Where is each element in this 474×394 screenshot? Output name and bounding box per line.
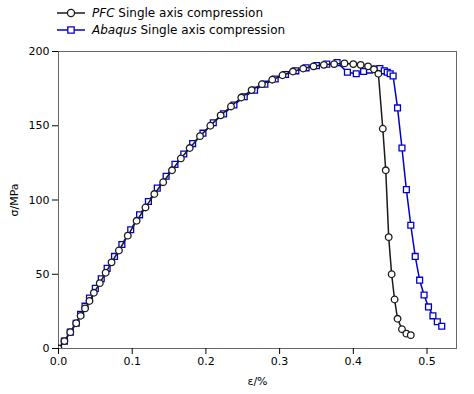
svg-text:0.2: 0.2 — [197, 355, 215, 368]
svg-text:0.1: 0.1 — [123, 355, 141, 368]
svg-text:0.4: 0.4 — [345, 355, 363, 368]
svg-text:σ/MPa: σ/MPa — [8, 183, 21, 216]
svg-text:ε/%: ε/% — [247, 375, 267, 388]
html-text:Abaqus Single axis compression: Abaqus Single axis compression — [92, 23, 286, 37]
svg-text:0.3: 0.3 — [271, 355, 289, 368]
svg-text:50: 50 — [36, 268, 50, 281]
html-text:PFC Single axis compression: PFC Single axis compression — [92, 6, 263, 20]
svg-text:0: 0 — [43, 342, 50, 355]
svg-text:150: 150 — [29, 119, 50, 132]
svg-text:100: 100 — [29, 194, 50, 207]
svg-text:0.5: 0.5 — [418, 355, 436, 368]
svg-text:200: 200 — [29, 45, 50, 58]
svg-text:0.0: 0.0 — [50, 355, 68, 368]
